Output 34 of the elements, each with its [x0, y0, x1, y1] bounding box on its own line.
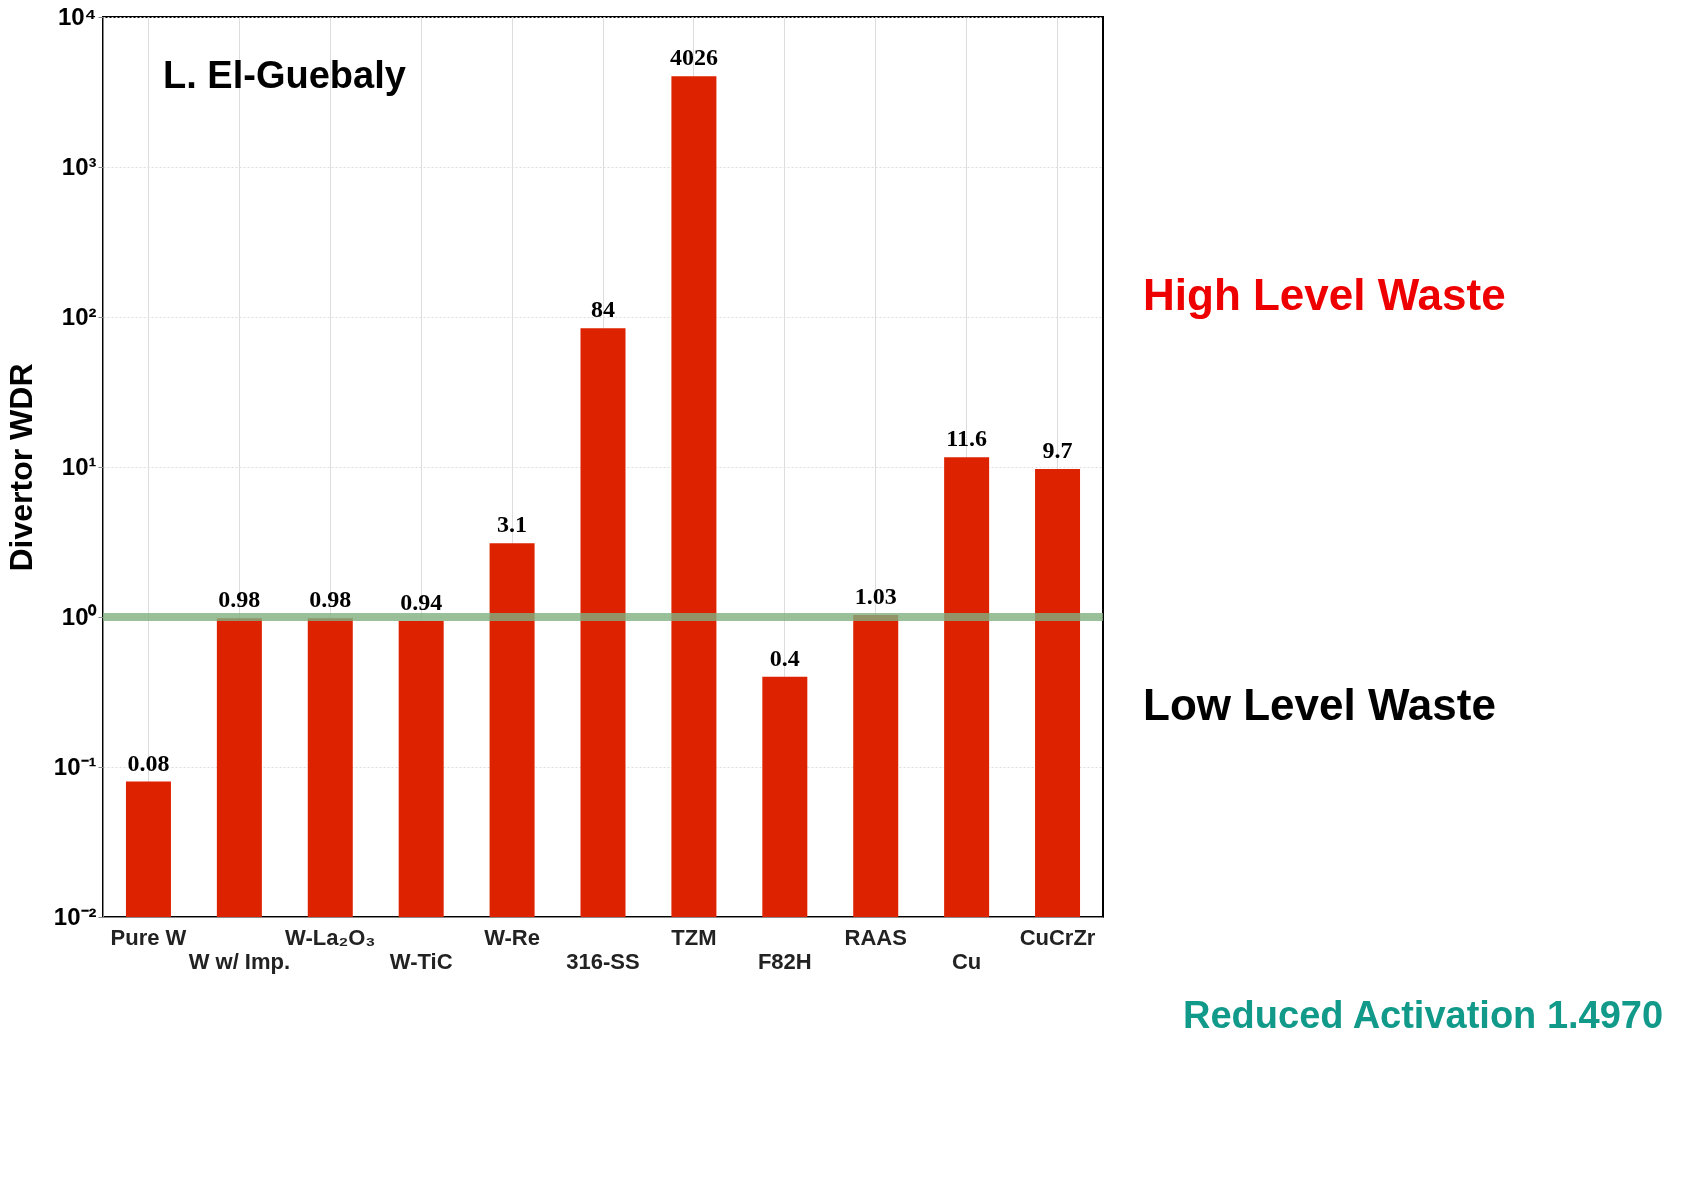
x-tick-label: Cu: [951, 948, 982, 974]
y-tick-label: 10²: [61, 302, 97, 330]
x-tick-label: F82H: [757, 948, 812, 974]
data-label: 0.4: [769, 644, 800, 671]
data-label: 0.08: [127, 749, 170, 776]
data-label: 0.94: [400, 589, 443, 616]
y-axis-title: Divertor WDR: [2, 363, 39, 572]
x-tick-label: Pure W: [110, 924, 187, 950]
data-label: 84: [591, 296, 615, 323]
annotation: L. El-Guebaly: [163, 54, 406, 96]
y-tick-label: 10⁴: [57, 2, 97, 30]
x-tick-label: CuCrZr: [1019, 924, 1096, 950]
y-tick-label: 10⁻²: [53, 902, 97, 930]
y-tick-label: 10³: [61, 152, 97, 180]
data-label: 9.7: [1042, 436, 1073, 463]
x-tick-label: W-La₂O₃: [285, 924, 376, 950]
x-tick-label: W-TiC: [389, 948, 453, 974]
y-tick-label: 10¹: [61, 452, 97, 480]
data-label: 1.03: [854, 583, 897, 610]
text: Reduced Activation 1.4970: [1183, 994, 1664, 1036]
data-label: 3.1: [497, 511, 528, 538]
text: Low Level Waste: [1143, 680, 1496, 729]
x-tick-label: W w/ Imp.: [188, 948, 291, 974]
x-tick-label: W-Re: [484, 924, 540, 950]
data-label: 0.98: [309, 586, 352, 613]
y-tick-label: 10⁰: [61, 602, 98, 630]
data-label: 4026: [669, 44, 718, 71]
y-tick-label: 10⁻¹: [53, 752, 97, 780]
data-label: 0.98: [218, 586, 261, 613]
data-label: 11.6: [946, 425, 987, 452]
x-tick-label: TZM: [671, 924, 717, 950]
x-tick-label: 316-SS: [566, 948, 640, 974]
x-tick-label: RAAS: [844, 924, 907, 950]
text: High Level Waste: [1143, 270, 1506, 319]
